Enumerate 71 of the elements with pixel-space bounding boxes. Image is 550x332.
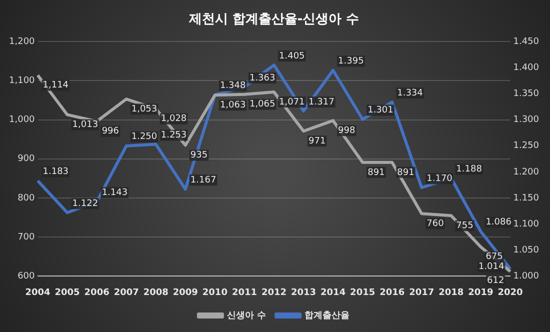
y-tick-label: 600 — [18, 272, 36, 282]
data-label: 891 — [368, 168, 385, 178]
x-tick-label: 2018 — [438, 288, 464, 298]
data-label: 1,071 — [279, 97, 305, 108]
data-label: 1.363 — [249, 73, 276, 84]
x-tick-label: 2008 — [143, 288, 168, 298]
data-label: 612 — [487, 276, 504, 286]
x-tick-label: 2015 — [350, 288, 376, 298]
data-label: 971 — [308, 136, 326, 146]
data-label: 1.348 — [220, 81, 246, 92]
y2-tick-label: 1.300 — [513, 115, 540, 126]
data-label: 891 — [397, 168, 414, 178]
y2-tick-label: 1.200 — [513, 167, 540, 178]
x-tick-label: 2016 — [380, 288, 405, 298]
x-tick-label: 2007 — [114, 288, 139, 298]
y2-tick-label: 1.350 — [513, 89, 540, 100]
data-label: 1,065 — [249, 100, 276, 110]
y2-tick-label: 1.400 — [513, 63, 540, 74]
data-label: 1,028 — [160, 114, 187, 124]
data-label: 1.143 — [102, 188, 128, 198]
x-tick-label: 2019 — [468, 288, 494, 298]
y-tick-label: 1,100 — [9, 76, 36, 86]
data-label: 1.183 — [42, 167, 69, 178]
data-label: 760 — [426, 218, 444, 229]
y-tick-label: 1,000 — [9, 115, 36, 126]
data-label: 1.167 — [190, 175, 216, 186]
data-label: 1.405 — [279, 51, 305, 62]
y-tick-label: 900 — [18, 154, 36, 164]
legend-label: 신생아 수 — [226, 310, 266, 321]
legend-label: 합계출산율 — [304, 310, 350, 321]
x-tick-label: 2012 — [261, 288, 287, 298]
data-label: 1,114 — [42, 80, 69, 91]
data-label: 1.253 — [160, 130, 187, 141]
x-tick-label: 2004 — [25, 288, 50, 298]
data-label: 1.014 — [478, 262, 505, 272]
data-label: 1,013 — [72, 120, 98, 130]
data-label: 998 — [338, 126, 356, 136]
x-tick-label: 2009 — [172, 288, 198, 298]
data-label: 755 — [456, 220, 474, 231]
data-label: 935 — [190, 150, 208, 161]
data-label: 1.086 — [486, 218, 512, 228]
x-tick-label: 2017 — [409, 288, 434, 298]
x-tick-label: 2011 — [232, 288, 257, 298]
x-tick-label: 2006 — [84, 288, 110, 298]
data-label: 1.395 — [338, 56, 364, 67]
x-tick-label: 2013 — [291, 288, 316, 298]
y2-tick-label: 1.100 — [513, 219, 540, 230]
data-label: 1.122 — [72, 198, 98, 209]
x-tick-label: 2005 — [54, 288, 80, 298]
data-label: 1,063 — [220, 100, 246, 111]
x-tick-label: 2010 — [202, 288, 228, 298]
y2-tick-label: 1.000 — [513, 272, 540, 282]
x-tick-label: 2020 — [498, 288, 523, 298]
y-tick-label: 800 — [18, 193, 36, 204]
y-tick-label: 1,200 — [9, 36, 36, 47]
data-label: 1.170 — [426, 174, 453, 184]
data-label: 1.301 — [368, 106, 394, 116]
y-tick-label: 700 — [18, 232, 36, 242]
chart-title: 제천시 합계출산율-신생아 수 — [188, 12, 360, 28]
data-label: 1.250 — [131, 132, 158, 142]
data-label: 996 — [102, 126, 120, 137]
y2-tick-label: 1.250 — [513, 141, 540, 152]
data-label: 1.188 — [456, 164, 482, 175]
y2-tick-label: 1.050 — [513, 245, 540, 256]
data-label: 1,053 — [131, 104, 158, 114]
y2-tick-label: 1.150 — [513, 193, 540, 204]
x-tick-label: 2014 — [320, 288, 346, 298]
data-label: 675 — [486, 252, 503, 262]
data-label: 1.317 — [308, 97, 334, 108]
y2-tick-label: 1.450 — [513, 36, 540, 47]
data-label: 1.334 — [397, 88, 424, 98]
